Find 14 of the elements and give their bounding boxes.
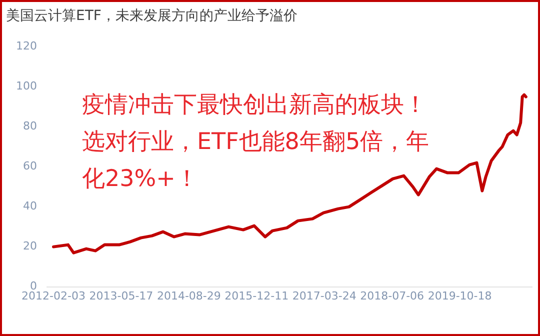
y-tick-label: 40 <box>22 200 37 213</box>
x-tick-label: 2015-12-11 <box>224 289 289 302</box>
y-tick-label: 20 <box>22 240 37 253</box>
y-tick-label: 60 <box>22 160 37 173</box>
y-tick-label: 120 <box>16 40 37 53</box>
x-tick-label: 2014-08-29 <box>156 289 221 302</box>
annotation: 疫情冲击下最快创出新高的板块！选对行业，ETF也能8年翻5倍，年化23%+！ <box>82 92 430 192</box>
x-tick-label: 2018-07-06 <box>360 289 424 302</box>
y-tick-label: 100 <box>16 80 37 93</box>
x-tick-label: 2019-10-18 <box>428 289 492 302</box>
y-tick-label: 80 <box>22 120 37 133</box>
x-tick-label: 2017-03-24 <box>292 289 356 302</box>
x-tick-label: 2013-05-17 <box>89 289 154 302</box>
chart-title: 美国云计算ETF，未来发展方向的产业给予溢价 <box>6 8 298 24</box>
